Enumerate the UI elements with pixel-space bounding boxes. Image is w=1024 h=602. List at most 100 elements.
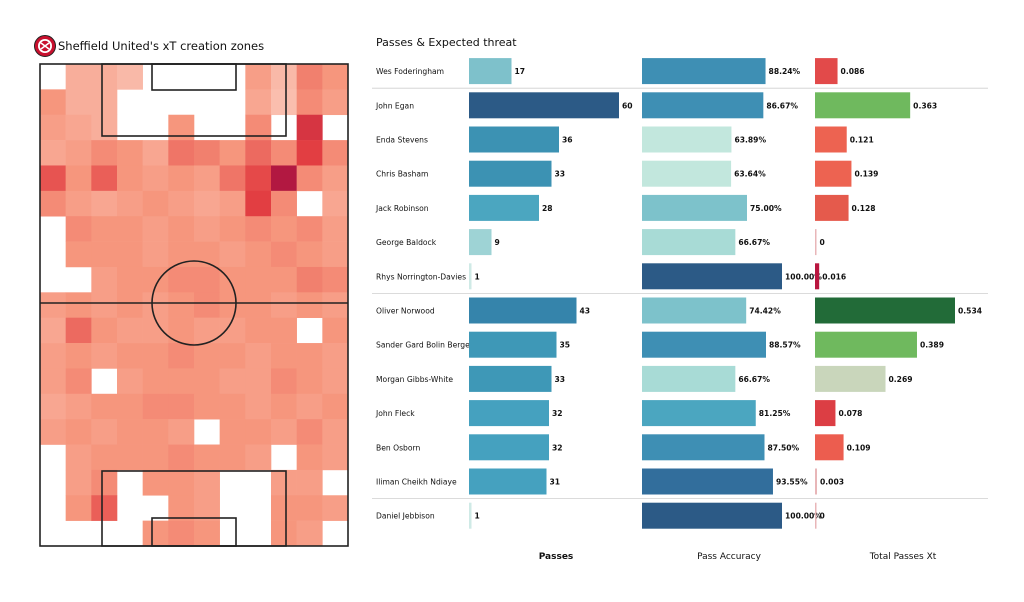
accuracy-label: 100.00%: [785, 272, 822, 281]
passes-bar: [469, 468, 547, 495]
heat-cell: [322, 140, 349, 166]
passes-bar: [469, 365, 552, 392]
heat-cell: [117, 140, 143, 166]
heat-cell: [91, 393, 118, 420]
heat-cell: [168, 444, 195, 471]
accuracy-bar: [642, 263, 782, 290]
heat-cell: [271, 89, 297, 116]
heat-cell: [296, 469, 323, 496]
heat-cell: [40, 317, 66, 344]
heat-cell: [142, 444, 169, 471]
accuracy-label: 63.89%: [734, 136, 766, 145]
heat-cell: [219, 216, 246, 242]
passes-bar: [469, 434, 549, 461]
passes-label: 32: [552, 409, 563, 418]
heat-cell: [117, 216, 143, 242]
xt-label: 0.078: [838, 409, 862, 418]
passes-bar: [469, 126, 559, 153]
xt-label: 0: [820, 512, 825, 521]
heat-cell: [271, 368, 297, 395]
xt-bar: [815, 160, 852, 187]
heat-cell: [296, 140, 323, 166]
heat-cell: [65, 64, 92, 90]
heat-cell: [168, 520, 195, 547]
heat-cell: [65, 165, 92, 192]
xt-bar: [815, 297, 955, 324]
heat-cell: [168, 419, 195, 445]
accuracy-label: 88.57%: [769, 341, 801, 350]
heat-cell: [245, 241, 272, 268]
passes-bar: [469, 502, 472, 529]
heat-cell: [322, 266, 349, 293]
heat-cell: [117, 64, 143, 90]
heat-cell: [245, 317, 272, 344]
heat-cell: [142, 216, 169, 242]
heat-cell: [40, 393, 66, 420]
player-name: Jack Robinson: [375, 204, 429, 213]
heat-cell: [194, 520, 220, 547]
passes-bar: [469, 263, 472, 290]
heat-cell: [142, 292, 169, 318]
accuracy-label: 81.25%: [759, 409, 791, 418]
heat-cell: [65, 495, 92, 521]
pitch-title: Sheffield United's xT creation zones: [58, 39, 265, 53]
passes-bar: [469, 400, 549, 427]
heat-cell: [219, 444, 246, 471]
heat-cell: [245, 216, 272, 242]
accuracy-label: 93.55%: [776, 478, 808, 487]
accuracy-bar: [642, 468, 773, 495]
heat-cell: [322, 216, 349, 242]
heat-cell: [194, 393, 220, 420]
heat-cell: [168, 343, 195, 369]
heat-cell: [65, 393, 92, 420]
xt-label: 0.128: [852, 204, 876, 213]
heat-cell: [194, 140, 220, 166]
pitch-markings: [39, 63, 349, 547]
heat-cell: [322, 292, 349, 318]
heat-cell: [117, 317, 143, 344]
heat-cell: [322, 165, 349, 192]
heat-cell: [271, 266, 297, 293]
passes-bar: [469, 229, 492, 256]
player-name: John Fleck: [375, 409, 415, 418]
passes-bar: [469, 297, 577, 324]
heat-cell: [65, 419, 92, 445]
xt-bar: [815, 263, 820, 290]
accuracy-label: 74.42%: [749, 307, 781, 316]
heat-cell: [142, 165, 169, 192]
heat-cell: [91, 89, 118, 116]
heat-cell: [194, 444, 220, 471]
heat-cell: [271, 64, 297, 90]
heat-cell: [168, 266, 195, 293]
xt-label: 0.139: [854, 170, 878, 179]
passes-label: 28: [542, 204, 553, 213]
heat-cell: [65, 469, 92, 496]
accuracy-label: 66.67%: [738, 238, 770, 247]
heat-cell: [40, 368, 66, 395]
heat-cell: [142, 190, 169, 217]
heat-cell: [168, 140, 195, 166]
heat-cell: [219, 190, 246, 217]
heat-cell: [91, 241, 118, 268]
heat-cell: [91, 190, 118, 217]
heat-cell: [194, 190, 220, 217]
accuracy-bar: [642, 365, 736, 392]
heat-cell: [245, 368, 272, 395]
xt-bar: [815, 194, 849, 221]
heat-cell: [65, 241, 92, 268]
xt-label: 0.121: [850, 136, 874, 145]
heat-cell: [271, 520, 297, 547]
xt-bar: [815, 365, 886, 392]
player-name: Iliman Cheikh Ndiaye: [376, 478, 457, 487]
heat-cell: [322, 393, 349, 420]
heat-cell: [142, 393, 169, 420]
heat-cell: [40, 292, 66, 318]
xt-bar: [815, 58, 838, 85]
xt-label: 0.389: [920, 341, 944, 350]
heat-cell: [245, 190, 272, 217]
heat-cell: [271, 292, 297, 318]
accuracy-bar: [642, 229, 736, 256]
player-name: Chris Basham: [376, 170, 428, 179]
heat-cell: [168, 190, 195, 217]
heat-cell: [219, 317, 246, 344]
